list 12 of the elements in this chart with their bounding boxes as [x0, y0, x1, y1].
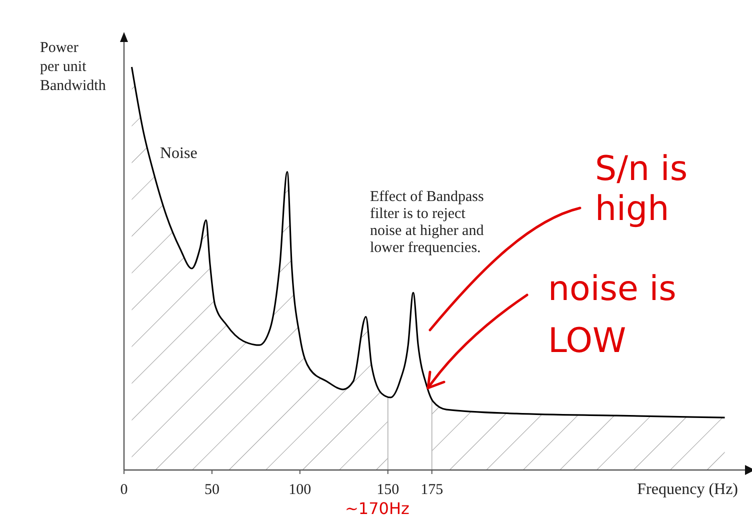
annotation: S/n is high	[595, 149, 688, 229]
annotation: Effect of Bandpass filter is to reject noise at higher and lower frequencies.	[370, 189, 484, 256]
y-axis-title: Power per unit Bandwidth	[40, 40, 106, 94]
x-tick-label: 50	[204, 482, 220, 498]
x-axis-title: Frequency (Hz)	[637, 481, 738, 498]
x-tick-label: 150	[376, 482, 400, 498]
x-tick-label: 175	[420, 482, 444, 498]
x-tick-label: 100	[288, 482, 312, 498]
text: ~170Hz	[345, 499, 410, 518]
x-tick-label: 0	[120, 482, 128, 498]
annotation: Noise	[160, 145, 198, 162]
annotation: noise is LOW	[548, 269, 676, 361]
